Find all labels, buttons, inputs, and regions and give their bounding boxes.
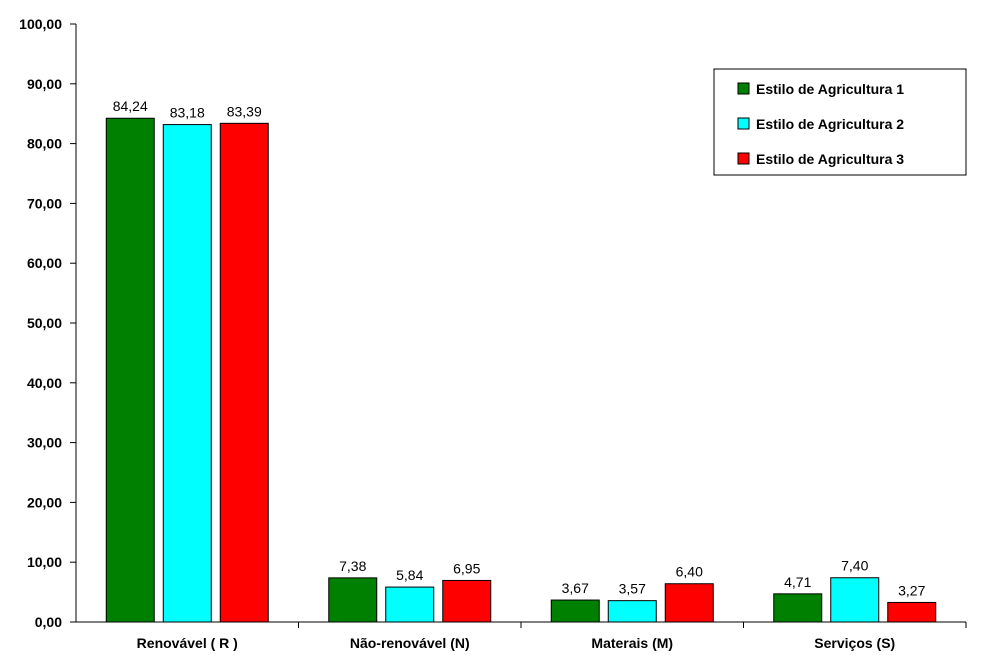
y-tick-label: 90,00 [27, 76, 62, 92]
bar [328, 577, 378, 623]
bar [219, 122, 269, 623]
y-tick-label: 70,00 [27, 195, 62, 211]
bar [830, 577, 880, 623]
legend-label: Estilo de Agricultura 2 [756, 116, 904, 132]
x-category-label: Materais (M) [591, 635, 673, 651]
data-label: 7,38 [339, 558, 366, 574]
legend-label: Estilo de Agricultura 3 [756, 151, 904, 167]
legend-label: Estilo de Agricultura 1 [756, 81, 904, 97]
y-tick-label: 60,00 [27, 255, 62, 271]
data-label: 3,67 [562, 580, 589, 596]
y-tick-label: 40,00 [27, 375, 62, 391]
bar [442, 579, 492, 623]
data-label: 6,40 [676, 564, 703, 580]
y-tick-label: 100,00 [19, 16, 62, 32]
legend: Estilo de Agricultura 1 Estilo de Agricul… [713, 68, 967, 176]
data-labels: 84,24 7,38 3,67 4,71 83,18 5,84 3,57 7,40 83,39 6… [113, 98, 926, 598]
data-label: 83,18 [170, 105, 205, 121]
axes: 0,00 10,00 20,00 30,00 40,00 50,00 60,00 70,00 8… [19, 16, 967, 651]
data-label: 83,39 [227, 103, 262, 119]
bar [550, 599, 600, 623]
y-tick-label: 20,00 [27, 494, 62, 510]
x-category-label: Não-renovável (N) [350, 635, 470, 651]
legend-swatch [737, 152, 750, 165]
bars [105, 117, 937, 623]
data-label: 4,71 [784, 574, 811, 590]
bar [162, 124, 212, 623]
y-tick-label: 0,00 [35, 614, 62, 630]
bar [105, 117, 155, 623]
x-category-label: Serviços (S) [814, 635, 895, 651]
data-label: 84,24 [113, 98, 148, 114]
y-tick-label: 80,00 [27, 136, 62, 152]
bar [887, 601, 937, 623]
y-tick-label: 50,00 [27, 315, 62, 331]
bar [607, 600, 657, 623]
x-category-label: Renovável ( R ) [137, 635, 238, 651]
y-tick-label: 30,00 [27, 435, 62, 451]
bar [664, 583, 714, 623]
data-label: 7,40 [841, 558, 868, 574]
legend-swatch [737, 117, 750, 130]
legend-box [713, 68, 967, 176]
legend-swatch [737, 82, 750, 95]
bar [385, 586, 435, 623]
data-label: 3,57 [619, 581, 646, 597]
data-label: 3,27 [898, 582, 925, 598]
bar [773, 593, 823, 623]
data-label: 5,84 [396, 567, 423, 583]
y-tick-label: 10,00 [27, 554, 62, 570]
data-label: 6,95 [453, 560, 480, 576]
